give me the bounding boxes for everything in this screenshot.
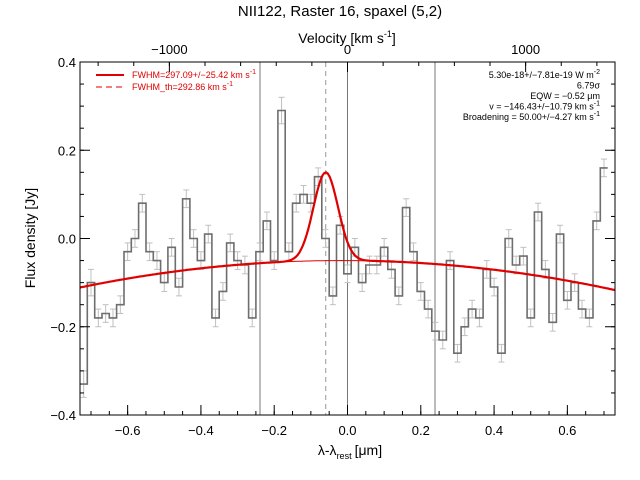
annotation-text: 5.30e-18+/−7.81e-19 W m (489, 70, 594, 80)
annotation-line: 6.79σ (577, 81, 601, 91)
chart-title: NII122, Raster 16, spaxel (5,2) (238, 3, 442, 20)
x-tick-label: 0.4 (485, 423, 503, 438)
x-tick-label: 0.6 (558, 423, 576, 438)
legend-thermal-label-main: FWHM_th=292.86 km s (132, 82, 227, 92)
top-axis-label-end: ] (392, 30, 396, 46)
top-axis-label: Velocity [km s-1] (298, 29, 396, 46)
legend-fit-label: FWHM=297.09+/−25.42 km s-1 (132, 69, 256, 80)
y-tick-label: −0.2 (50, 320, 76, 335)
legend: FWHM=297.09+/−25.42 km s-1FWHM_th=292.86… (96, 69, 256, 92)
top-tick-label: 1000 (511, 42, 540, 57)
x-axis-label-main: λ-λ (318, 442, 337, 458)
x-axis-label-unit: [μm] (355, 442, 383, 458)
fit-baseline (259, 259, 436, 265)
annotation-text: EQW = −0.52 μm (530, 91, 600, 101)
annotation-text: v = −146.43+/−10.79 km s (489, 102, 594, 112)
y-tick-label: 0.0 (58, 232, 76, 247)
annotation-sup: -1 (594, 111, 600, 118)
y-tick-label: 0.2 (58, 143, 76, 158)
legend-fit-label-sup: -1 (250, 69, 256, 76)
annotation-sup: -1 (594, 101, 600, 108)
legend-thermal-label: FWHM_th=292.86 km s-1 (132, 81, 233, 92)
annotation-sup: -2 (594, 69, 600, 76)
top-tick-label: 0 (344, 42, 351, 57)
x-tick-label: −0.4 (188, 423, 214, 438)
axes: −0.6 −0.4 −0.2 0.0 0.2 0.4 0.6 −1000 0 1000 −0.4 −0… (50, 42, 616, 438)
y-tick-label: 0.4 (58, 55, 76, 70)
y-axis-label: Flux density [Jy] (22, 188, 38, 288)
annotation-line: Broadening = 50.00+/−4.27 km s-1 (463, 111, 600, 122)
top-axis-label-main: Velocity [km s (298, 30, 384, 46)
x-axis-label: λ-λrest [μm] (318, 442, 382, 461)
annotation-line: v = −146.43+/−10.79 km s-1 (489, 101, 600, 112)
x-axis-label-sub: rest (337, 451, 353, 461)
x-tick-label: −0.2 (261, 423, 287, 438)
y-tick-label: −0.4 (50, 408, 76, 423)
annotation-line: EQW = −0.52 μm (530, 91, 600, 101)
x-tick-label: 0.2 (412, 423, 430, 438)
legend-thermal-label-sup: -1 (227, 81, 233, 88)
top-tick-label: −1000 (151, 42, 188, 57)
x-tick-label: 0.0 (338, 423, 356, 438)
annotation-line: 5.30e-18+/−7.81e-19 W m-2 (489, 69, 600, 80)
top-axis-label-sup: -1 (384, 29, 392, 39)
spectrum-steps (80, 109, 608, 385)
annotation-text: Broadening = 50.00+/−4.27 km s (463, 112, 594, 122)
annotation-text: 6.79σ (577, 81, 601, 91)
legend-fit-label-main: FWHM=297.09+/−25.42 km s (132, 70, 250, 80)
x-tick-label: −0.6 (115, 423, 141, 438)
fit-model-line (79, 171, 616, 292)
